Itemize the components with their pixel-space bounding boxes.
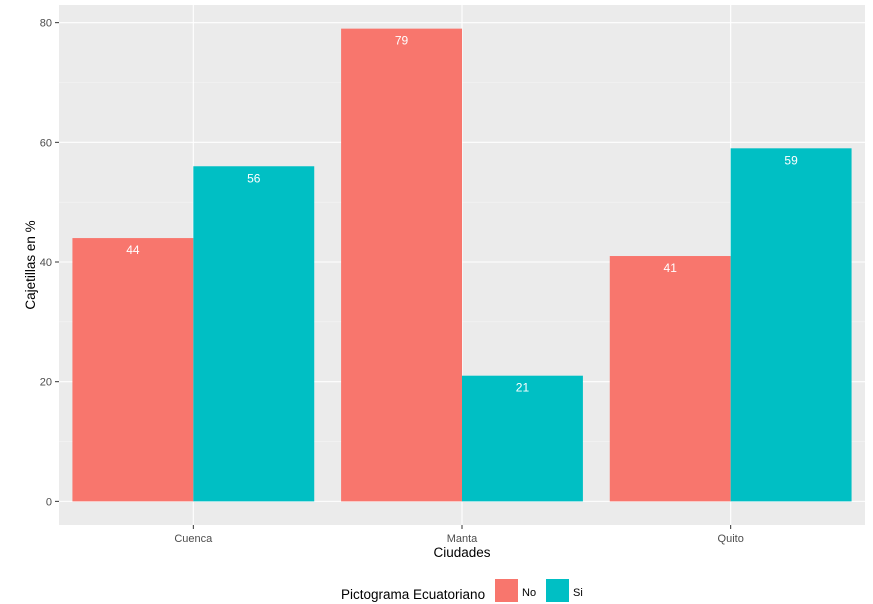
bar-value-label: 59: [784, 153, 798, 167]
legend-label-si: Si: [573, 587, 583, 599]
legend-key-no: [495, 579, 518, 602]
bar-value-label: 21: [516, 381, 530, 395]
bars: [72, 28, 852, 502]
x-axis: Cuenca Manta Quito: [174, 525, 744, 545]
legend-key-si: [546, 579, 569, 602]
y-tick-label: 0: [46, 496, 52, 508]
bar-value-label: 41: [664, 261, 678, 275]
x-tick-label: Quito: [718, 533, 744, 545]
y-tick-label: 20: [40, 377, 52, 389]
y-tick-label: 80: [40, 18, 52, 30]
y-tick-label: 40: [40, 257, 52, 269]
bar-value-label: 56: [247, 171, 261, 185]
bar-si-quito: [730, 148, 852, 502]
x-tick-label: Cuenca: [174, 533, 213, 545]
y-axis-title: Cajetillas en %: [23, 220, 38, 309]
legend: Pictograma Ecuatoriano No Si: [341, 579, 583, 602]
bar-si-manta: [462, 375, 583, 502]
legend-title: Pictograma Ecuatoriano: [341, 587, 485, 602]
legend-items: No Si: [495, 579, 583, 602]
bar-si-cuenca: [193, 166, 315, 502]
bar-no-cuenca: [72, 238, 194, 502]
bar-no-manta: [341, 28, 462, 502]
bar-no-quito: [609, 256, 731, 502]
y-tick-label: 60: [40, 137, 52, 149]
y-axis: 0 20 40 60 80: [40, 18, 59, 508]
bar-value-label: 79: [395, 34, 409, 48]
bar-labels: 44 79 41 56 21 59: [126, 34, 798, 395]
x-axis-title: Ciudades: [433, 545, 490, 560]
bar-value-label: 44: [126, 243, 140, 257]
x-tick-label: Manta: [447, 533, 478, 545]
legend-label-no: No: [522, 587, 536, 599]
